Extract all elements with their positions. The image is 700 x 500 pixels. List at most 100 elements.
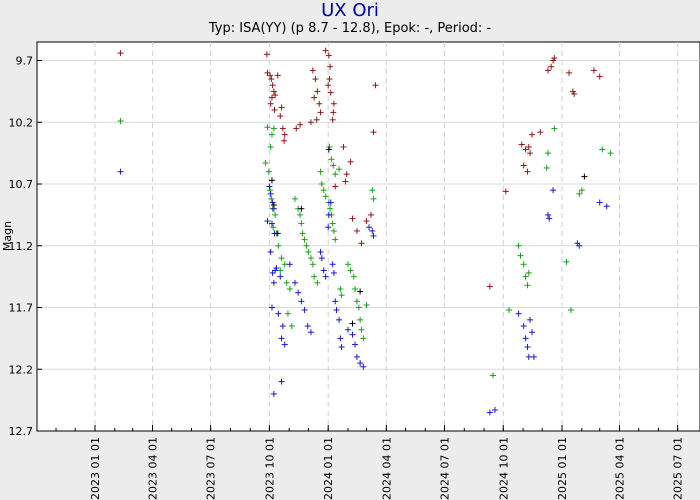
data-point xyxy=(347,267,354,274)
data-point xyxy=(267,100,274,107)
data-point xyxy=(544,67,551,74)
data-point xyxy=(268,131,275,138)
data-point xyxy=(571,90,578,97)
data-point xyxy=(567,306,574,313)
data-point xyxy=(515,310,522,317)
data-point xyxy=(272,211,279,218)
data-point xyxy=(502,188,509,195)
data-point xyxy=(279,125,286,132)
x-tick-label: 2025 04 01 xyxy=(614,437,627,500)
data-point xyxy=(275,310,282,317)
data-point xyxy=(337,335,344,342)
data-point xyxy=(278,378,285,385)
data-point xyxy=(576,190,583,197)
x-tick-label: 2024 10 01 xyxy=(497,437,510,500)
data-point xyxy=(293,125,300,132)
data-point xyxy=(357,316,364,323)
data-point xyxy=(309,67,316,74)
data-point xyxy=(269,269,276,276)
data-point xyxy=(515,242,522,249)
data-point xyxy=(363,302,370,309)
data-point xyxy=(332,171,339,178)
data-point xyxy=(268,195,275,202)
data-point xyxy=(267,143,274,150)
data-point xyxy=(273,264,280,271)
data-point xyxy=(262,160,269,167)
data-point xyxy=(353,353,360,360)
data-point xyxy=(340,143,347,150)
y-tick-label: 11.7 xyxy=(9,302,34,315)
data-point xyxy=(349,320,356,327)
x-tick-label: 2025 07 01 xyxy=(672,437,685,500)
y-tick-label: 10.7 xyxy=(9,178,34,191)
data-point xyxy=(548,63,555,70)
data-point xyxy=(576,242,583,249)
data-point xyxy=(550,187,557,194)
data-point xyxy=(325,52,332,59)
data-point xyxy=(314,88,321,95)
data-point xyxy=(271,106,278,113)
data-point xyxy=(281,131,288,138)
data-point xyxy=(268,220,275,227)
x-tick-label: 2025 01 01 xyxy=(556,437,569,500)
data-point xyxy=(270,125,277,132)
data-point xyxy=(596,73,603,80)
data-point xyxy=(274,230,281,237)
data-point xyxy=(486,283,493,290)
data-point xyxy=(527,150,534,157)
data-point xyxy=(349,331,356,338)
data-point xyxy=(286,261,293,268)
data-point xyxy=(370,195,377,202)
data-point xyxy=(330,162,337,169)
data-point xyxy=(270,224,277,231)
data-point xyxy=(266,183,273,190)
data-point xyxy=(264,218,271,225)
y-tick-label: 12.7 xyxy=(9,425,34,438)
plot-background xyxy=(36,41,700,432)
data-point xyxy=(522,146,529,153)
data-point xyxy=(330,227,337,234)
data-point xyxy=(298,298,305,305)
data-point xyxy=(330,109,337,116)
data-point xyxy=(357,288,364,295)
data-point xyxy=(301,236,308,243)
data-point xyxy=(529,131,535,138)
data-point xyxy=(117,118,124,125)
data-point xyxy=(357,360,364,367)
data-point xyxy=(298,220,305,227)
data-point xyxy=(332,236,339,243)
data-point xyxy=(329,220,336,227)
y-tick-label: 9.7 xyxy=(16,55,34,68)
data-point xyxy=(370,232,377,239)
data-point xyxy=(338,292,345,299)
data-point xyxy=(372,82,379,89)
data-point xyxy=(546,215,553,222)
data-point xyxy=(525,269,532,276)
data-point xyxy=(264,124,271,131)
data-point xyxy=(284,310,291,317)
data-point xyxy=(270,202,277,209)
data-point xyxy=(486,409,493,416)
data-point xyxy=(270,390,277,397)
data-point xyxy=(322,193,329,200)
data-point xyxy=(336,166,343,173)
data-point xyxy=(274,72,281,79)
data-point xyxy=(272,92,279,99)
x-tick-label: 2023 01 01 xyxy=(89,437,102,500)
data-point xyxy=(530,353,537,360)
data-point xyxy=(327,63,334,70)
data-point xyxy=(345,261,351,268)
data-point xyxy=(277,267,284,274)
data-point xyxy=(295,289,302,296)
data-point xyxy=(520,323,527,330)
data-point xyxy=(520,261,527,268)
data-point xyxy=(304,323,311,330)
data-point xyxy=(581,173,588,180)
data-point xyxy=(525,353,532,360)
data-point xyxy=(343,171,350,178)
data-point xyxy=(544,211,551,218)
data-point xyxy=(278,255,285,262)
data-point xyxy=(267,72,274,79)
data-point xyxy=(283,279,290,286)
